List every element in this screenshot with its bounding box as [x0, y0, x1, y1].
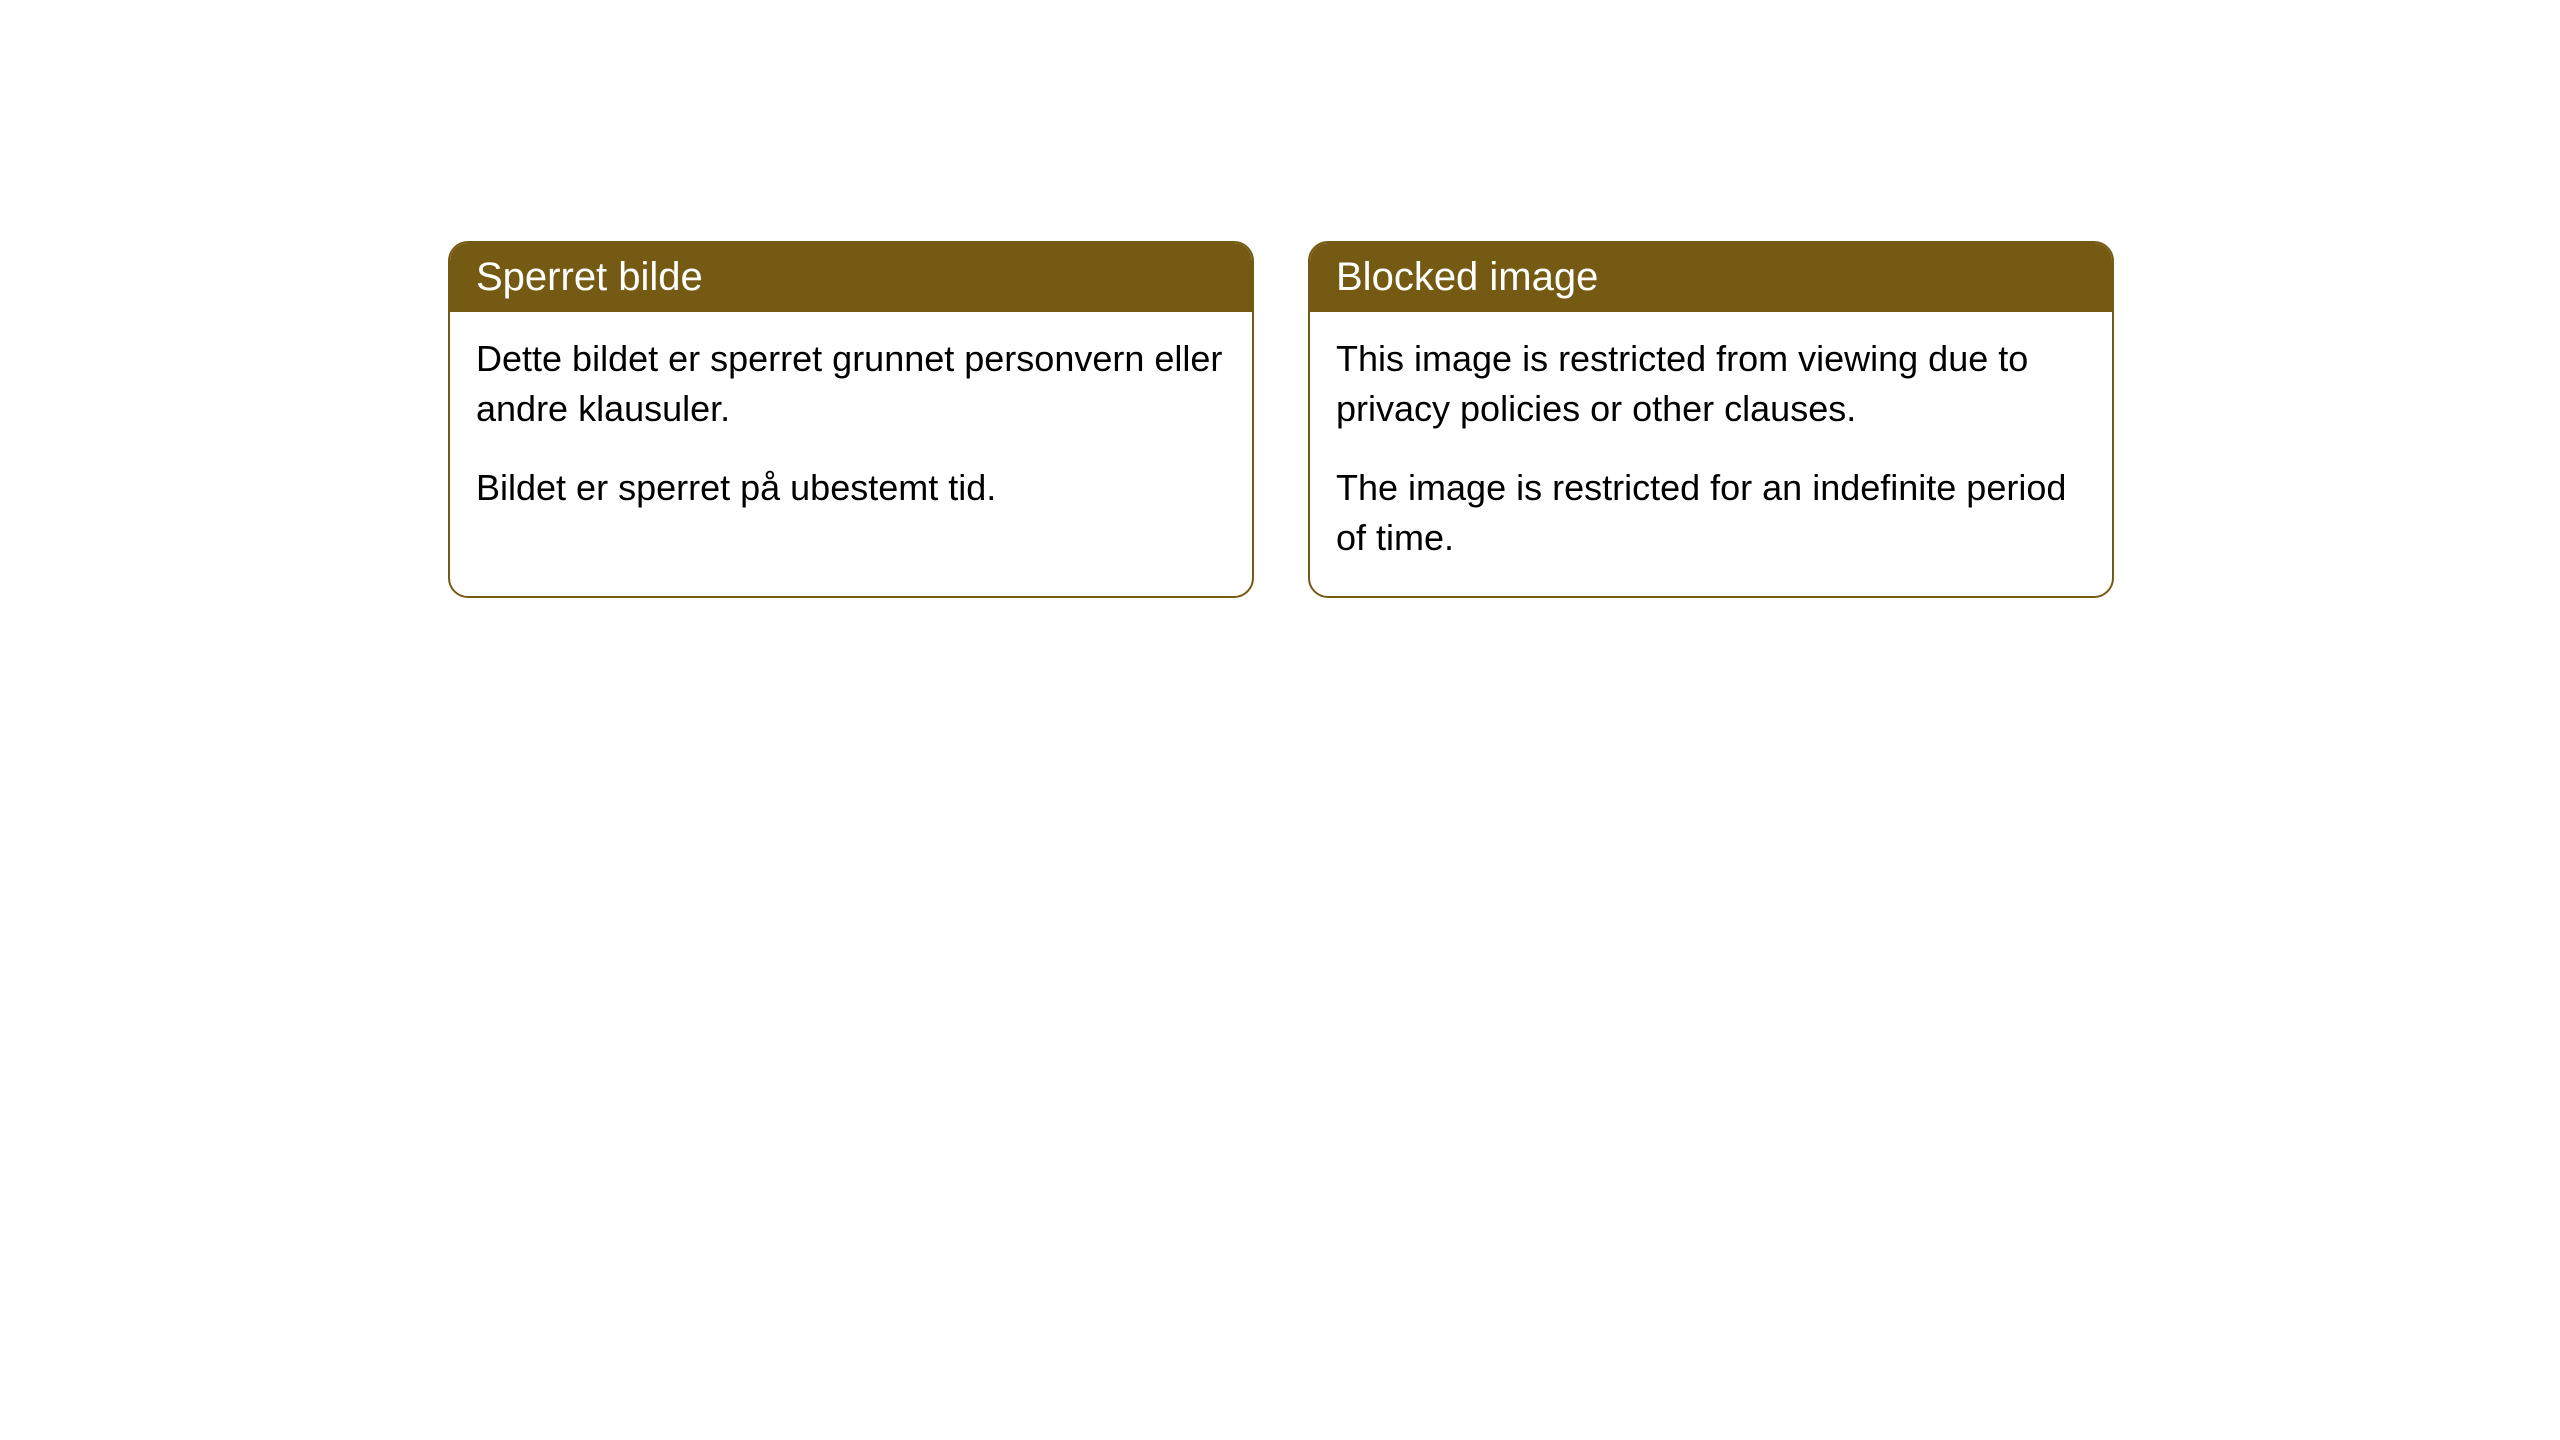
card-body: Dette bildet er sperret grunnet personve… — [450, 312, 1252, 545]
card-paragraph-1: This image is restricted from viewing du… — [1336, 334, 2086, 435]
card-paragraph-2: Bildet er sperret på ubestemt tid. — [476, 463, 1226, 513]
card-header: Blocked image — [1310, 243, 2112, 312]
card-title: Sperret bilde — [476, 255, 703, 299]
card-title: Blocked image — [1336, 255, 1598, 299]
blocked-image-card-english: Blocked image This image is restricted f… — [1308, 241, 2114, 598]
card-body: This image is restricted from viewing du… — [1310, 312, 2112, 596]
card-paragraph-2: The image is restricted for an indefinit… — [1336, 463, 2086, 564]
cards-container: Sperret bilde Dette bildet er sperret gr… — [0, 0, 2560, 598]
blocked-image-card-norwegian: Sperret bilde Dette bildet er sperret gr… — [448, 241, 1254, 598]
card-header: Sperret bilde — [450, 243, 1252, 312]
card-paragraph-1: Dette bildet er sperret grunnet personve… — [476, 334, 1226, 435]
